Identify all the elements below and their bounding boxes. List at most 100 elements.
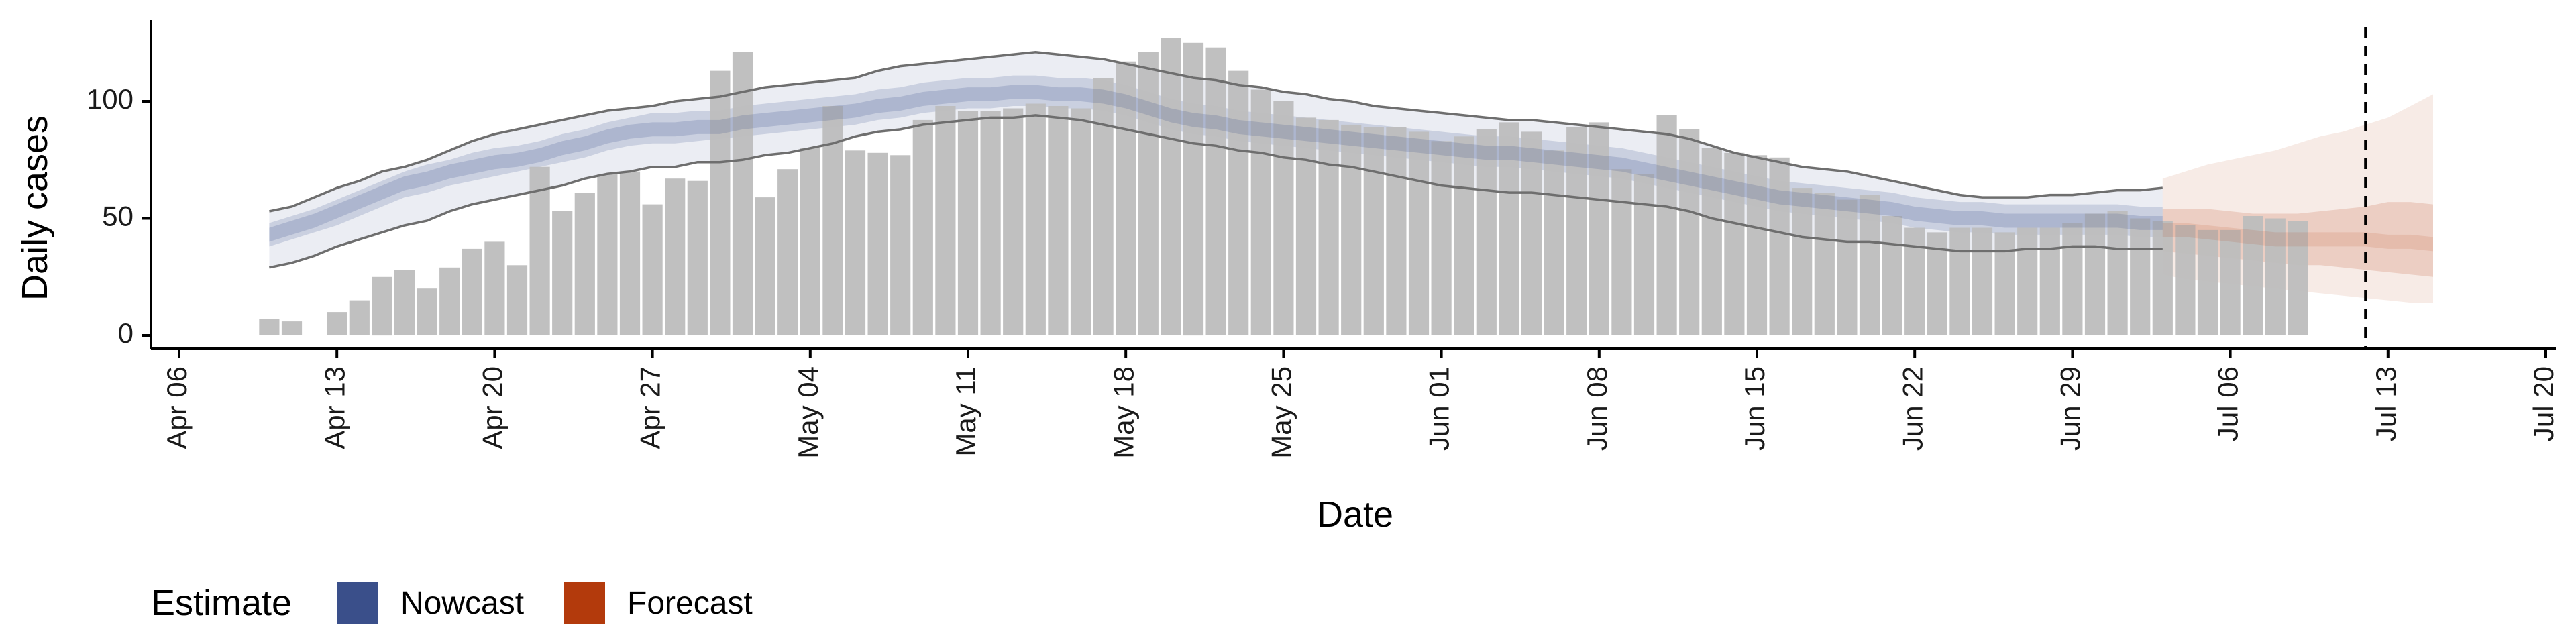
case-bar bbox=[777, 169, 798, 335]
case-bar bbox=[1994, 232, 2015, 335]
case-bar bbox=[1318, 119, 1339, 335]
case-bar bbox=[2107, 211, 2128, 335]
case-bar bbox=[574, 193, 595, 335]
legend: Estimate Nowcast Forecast bbox=[151, 582, 753, 624]
legend-swatch-nowcast bbox=[337, 582, 378, 624]
case-bar bbox=[957, 111, 979, 335]
x-axis-title: Date bbox=[1317, 494, 1393, 535]
case-bar bbox=[2039, 227, 2060, 335]
case-bar bbox=[1633, 174, 1655, 335]
case-bar bbox=[349, 300, 370, 335]
x-tick-label: Apr 20 bbox=[476, 366, 508, 449]
x-tick-label: Jun 01 bbox=[1424, 366, 1455, 451]
case-bar bbox=[2220, 229, 2241, 335]
legend-label-forecast: Forecast bbox=[627, 586, 753, 621]
case-bar bbox=[732, 52, 753, 335]
case-bar bbox=[394, 270, 415, 335]
x-tick-label: Jun 08 bbox=[1581, 366, 1613, 451]
x-tick-label: Jul 13 bbox=[2370, 366, 2402, 441]
case-bar bbox=[1454, 136, 1474, 336]
case-bar bbox=[1363, 127, 1384, 335]
case-bar bbox=[845, 150, 866, 336]
case-bar bbox=[506, 265, 528, 335]
case-bar bbox=[1792, 188, 1813, 335]
case-bar bbox=[281, 321, 303, 335]
case-bar bbox=[1701, 148, 1722, 336]
case-bar bbox=[1476, 129, 1497, 335]
case-bar bbox=[2152, 221, 2173, 335]
case-bar bbox=[1183, 42, 1204, 336]
case-bar bbox=[1003, 108, 1024, 335]
case-bar bbox=[800, 148, 820, 336]
case-bar bbox=[1205, 47, 1226, 335]
case-bar bbox=[1566, 127, 1587, 335]
case-bar bbox=[642, 204, 663, 335]
case-bar bbox=[327, 312, 347, 335]
y-tick-label: 50 bbox=[102, 201, 133, 232]
legend-swatch-forecast bbox=[564, 582, 605, 624]
x-tick-label: May 11 bbox=[950, 366, 981, 457]
y-tick-label: 0 bbox=[118, 317, 133, 349]
x-tick-label: Jul 20 bbox=[2528, 366, 2559, 441]
case-bars bbox=[259, 38, 2308, 336]
nowcast-upper-line bbox=[269, 50, 2163, 213]
case-bar bbox=[890, 155, 911, 336]
x-tick-label: Jun 15 bbox=[1739, 366, 1770, 451]
x-tick-label: Apr 13 bbox=[319, 366, 350, 449]
legend-title: Estimate bbox=[151, 583, 292, 623]
plot-panel bbox=[259, 27, 2433, 349]
case-bar bbox=[2288, 221, 2308, 335]
ci-boundary-lines bbox=[269, 50, 2163, 269]
x-tick-label: Jun 22 bbox=[1896, 366, 1928, 451]
case-bar bbox=[912, 119, 933, 335]
case-bar bbox=[1589, 122, 1609, 335]
case-bar bbox=[1521, 131, 1542, 335]
case-bar bbox=[619, 171, 641, 335]
case-bar bbox=[417, 288, 437, 335]
case-bar bbox=[1724, 152, 1745, 336]
case-bar bbox=[1656, 115, 1677, 335]
case-bar bbox=[1837, 199, 1858, 335]
case-bar bbox=[2062, 223, 2083, 335]
legend-label-nowcast: Nowcast bbox=[400, 586, 524, 621]
x-tick-label: Apr 06 bbox=[161, 366, 193, 449]
case-bar bbox=[529, 166, 550, 335]
case-bar bbox=[372, 276, 392, 336]
case-bar bbox=[665, 178, 686, 335]
case-bar bbox=[867, 152, 888, 336]
x-tick-label: May 25 bbox=[1265, 366, 1297, 459]
case-bar bbox=[439, 267, 460, 335]
axes bbox=[150, 20, 2556, 350]
case-bar bbox=[1431, 141, 1452, 336]
case-bar bbox=[1972, 227, 1993, 335]
nowcast-median-ribbon bbox=[269, 85, 2163, 242]
x-tick-label: Jun 29 bbox=[2054, 366, 2086, 451]
x-tick-label: Apr 27 bbox=[635, 366, 666, 449]
y-axis-ticks: 0 50 100 bbox=[87, 83, 151, 349]
case-bar bbox=[1769, 157, 1790, 336]
case-bar bbox=[2130, 218, 2151, 335]
case-bar bbox=[1273, 101, 1294, 335]
case-bar bbox=[2197, 229, 2218, 335]
x-tick-label: Jul 06 bbox=[2212, 366, 2244, 441]
case-bar bbox=[1544, 150, 1564, 336]
case-bar bbox=[1161, 38, 1181, 336]
case-bar bbox=[1386, 127, 1407, 335]
x-axis-ticks: Apr 06 Apr 13 Apr 20 Apr 27 May 04 May 11 May … bbox=[161, 349, 2559, 459]
case-bar bbox=[1116, 61, 1136, 335]
case-bar bbox=[597, 174, 618, 335]
x-tick-label: May 04 bbox=[792, 366, 824, 459]
case-bar bbox=[687, 180, 708, 335]
nowcast-lower-line bbox=[269, 114, 2163, 269]
case-bar bbox=[484, 241, 505, 335]
case-bar bbox=[1025, 103, 1046, 335]
case-bar bbox=[980, 111, 1001, 335]
case-bar bbox=[1882, 216, 1902, 335]
case-bar bbox=[710, 70, 731, 335]
case-bar bbox=[552, 211, 573, 335]
case-bar bbox=[1499, 122, 1519, 335]
case-bar bbox=[1408, 131, 1430, 335]
case-bar bbox=[1679, 129, 1700, 335]
case-bar bbox=[1611, 169, 1632, 335]
